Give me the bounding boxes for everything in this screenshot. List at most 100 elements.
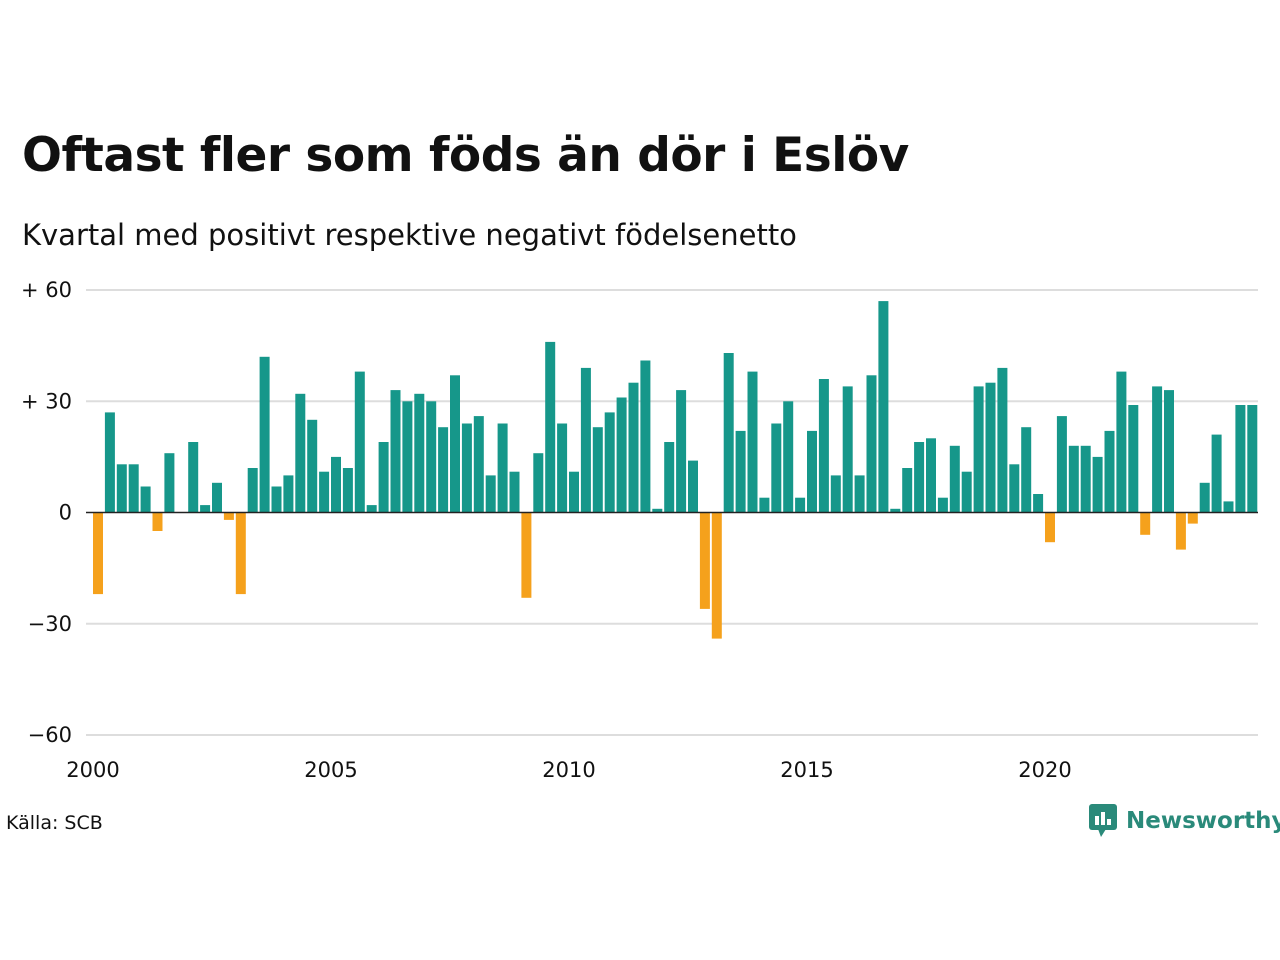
- bar: [1187, 512, 1198, 524]
- bar: [961, 471, 972, 513]
- bar: [902, 468, 913, 513]
- bar: [93, 512, 103, 595]
- bar: [1009, 464, 1020, 513]
- bar: [735, 430, 746, 513]
- bar: [331, 456, 341, 513]
- bar: [497, 423, 508, 513]
- bar: [545, 341, 556, 513]
- bar: [937, 497, 948, 513]
- bar: [699, 512, 710, 609]
- bar: [283, 475, 294, 513]
- chart-title: Oftast fler som föds än dör i Eslöv: [22, 128, 909, 183]
- bar: [1068, 445, 1079, 513]
- bar: [450, 375, 460, 513]
- bar: [116, 464, 127, 513]
- bar: [759, 497, 770, 513]
- bar: [985, 382, 996, 513]
- bar: [366, 505, 377, 513]
- bar: [1033, 494, 1044, 513]
- bar: [1128, 405, 1139, 513]
- bar: [271, 486, 282, 513]
- bar: [580, 367, 591, 513]
- bar: [414, 393, 425, 513]
- bar: [259, 356, 270, 513]
- bar: [1104, 430, 1115, 513]
- bar: [104, 412, 115, 513]
- bar: [783, 401, 794, 513]
- bar: [711, 512, 722, 639]
- bar: [747, 371, 758, 513]
- bar: [1211, 434, 1222, 513]
- bar: [1152, 386, 1163, 513]
- bar: [390, 390, 401, 513]
- x-tick-label: 2000: [66, 758, 119, 782]
- bar: [223, 512, 234, 520]
- bar: [1223, 501, 1234, 513]
- bar: [914, 442, 925, 513]
- bar: [1247, 405, 1258, 513]
- bar: [1199, 482, 1210, 513]
- bar: [164, 453, 175, 513]
- brand-name: Newsworthy: [1126, 808, 1280, 834]
- bar: [997, 367, 1008, 513]
- bar: [723, 353, 734, 513]
- bar: [1080, 445, 1091, 513]
- bar: [569, 471, 579, 513]
- bar: [795, 497, 806, 513]
- bar: [771, 423, 782, 513]
- bar: [628, 382, 639, 513]
- newsworthy-logo-icon: [1089, 804, 1117, 837]
- bar-chart: + 60 + 30 0 −30 −60 2000 2005 2010 2015 2020: [21, 278, 1258, 782]
- bar: [818, 379, 829, 513]
- bar: [533, 453, 544, 513]
- bar: [1140, 512, 1151, 535]
- bar: [402, 401, 413, 513]
- bar: [1092, 456, 1103, 513]
- bar: [295, 393, 306, 513]
- bar: [521, 512, 532, 598]
- y-axis-ticks: + 60 + 30 0 −30 −60: [21, 278, 72, 747]
- bar: [604, 412, 615, 513]
- bar: [342, 468, 353, 513]
- bars: [93, 301, 1258, 639]
- bar: [1021, 427, 1032, 513]
- y-tick-label: + 60: [21, 278, 72, 302]
- bar: [676, 390, 687, 513]
- bar: [1045, 512, 1055, 543]
- bar: [461, 423, 472, 513]
- y-tick-label: −30: [28, 612, 72, 636]
- bar: [592, 427, 603, 513]
- bar: [378, 442, 389, 513]
- bar: [949, 445, 960, 513]
- bar: [640, 360, 651, 513]
- bar: [616, 397, 627, 513]
- brand-logo[interactable]: Newsworthy: [1088, 803, 1280, 839]
- bar: [1116, 371, 1127, 513]
- bar: [866, 375, 877, 513]
- bar: [509, 471, 520, 513]
- bar: [926, 438, 936, 513]
- bar: [652, 508, 663, 513]
- bar: [319, 471, 330, 513]
- y-tick-label: + 30: [21, 389, 72, 413]
- bar: [557, 423, 568, 513]
- bar: [1164, 390, 1174, 513]
- bar: [1056, 416, 1067, 513]
- bar: [830, 475, 841, 513]
- bar: [842, 386, 853, 513]
- y-tick-label: 0: [59, 501, 72, 525]
- bar: [854, 475, 865, 513]
- bar: [354, 371, 365, 513]
- bar: [235, 512, 246, 595]
- bar: [188, 442, 199, 513]
- bar: [307, 419, 318, 513]
- source-note: Källa: SCB: [6, 812, 103, 834]
- bar: [247, 468, 258, 513]
- chart-subtitle: Kvartal med positivt respektive negativt…: [22, 218, 797, 252]
- bar: [473, 416, 484, 513]
- bar: [878, 301, 889, 513]
- bar: [128, 464, 139, 513]
- bar: [438, 427, 449, 513]
- bar: [807, 430, 817, 513]
- bar: [1175, 512, 1186, 550]
